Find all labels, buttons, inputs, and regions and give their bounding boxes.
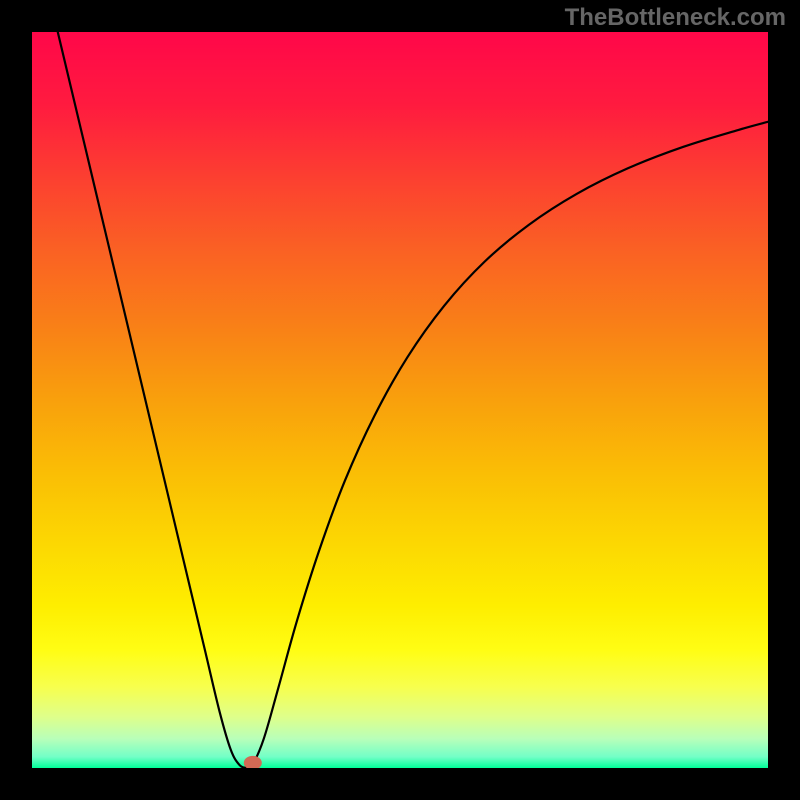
watermark-text: TheBottleneck.com bbox=[565, 4, 786, 32]
curve-layer bbox=[32, 32, 768, 768]
left-branch-curve bbox=[58, 32, 247, 768]
plot-area bbox=[32, 32, 768, 768]
chart-frame: TheBottleneck.com bbox=[0, 0, 800, 800]
right-branch-curve bbox=[247, 122, 768, 768]
minimum-marker bbox=[244, 756, 262, 768]
